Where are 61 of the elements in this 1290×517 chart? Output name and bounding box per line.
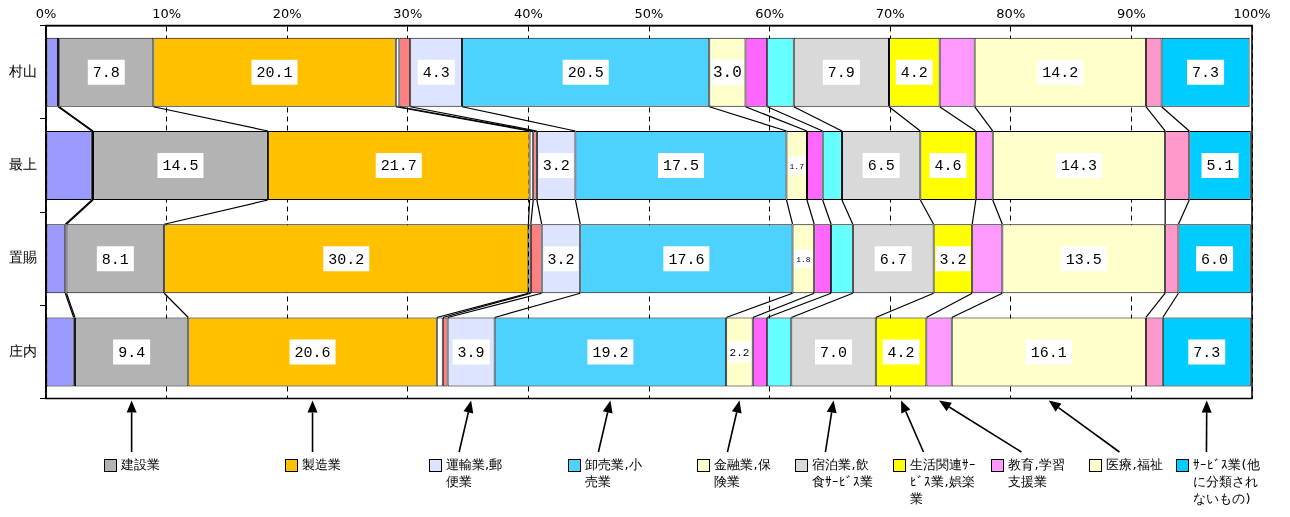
data-label: 20.1 [256,65,293,83]
data-label: 3.0 [712,64,742,83]
legend-label: 製造業 [301,456,341,473]
data-label: 6.5 [867,158,895,176]
x-tick-label: 0% [35,6,57,22]
data-label: 7.3 [1192,65,1220,83]
x-tick-label: 70% [875,6,905,22]
data-label: 17.5 [662,158,699,176]
data-label: 20.5 [567,65,604,83]
data-label: 4.6 [934,158,962,176]
legend-label: 金融業,保険業 [714,456,772,490]
x-tick-label: 90% [1116,6,1146,22]
data-label: 17.6 [668,251,705,269]
data-label: 7.8 [92,65,120,83]
data-label: 4.3 [422,65,450,83]
data-label: 14.5 [162,158,199,176]
y-tick-label: 置賜 [9,249,37,266]
x-tick-label: 80% [996,6,1026,22]
data-label: 1.8 [796,254,811,264]
data-label: 7.3 [1193,344,1221,362]
data-label: 3.2 [542,158,570,176]
data-label: 14.2 [1042,65,1079,83]
legend-label: 生活関連ｻｰﾋﾞｽ業,娯楽業 [910,456,978,507]
x-tick-label: 50% [634,6,664,22]
data-label: 6.0 [1201,251,1229,269]
data-label: 5.1 [1206,158,1234,176]
legend-label: 教育,学習支援業 [1008,456,1066,490]
legend-label: 運輸業,郵便業 [446,456,504,490]
data-label: 3.9 [457,344,485,362]
y-tick-label: 庄内 [9,342,37,359]
data-label: 7.0 [820,344,848,362]
legend-label: ｻｰﾋﾞｽ業(他に分類されないもの) [1193,456,1261,507]
x-tick-label: 60% [755,6,785,22]
y-tick-label: 最上 [9,156,37,173]
data-label: 13.5 [1065,251,1102,269]
data-label: 1.7 [789,161,805,171]
data-label: 21.7 [380,158,417,176]
data-label: 7.9 [827,65,855,83]
data-label: 4.2 [900,65,928,83]
legend-label: 医療,福祉 [1106,456,1163,473]
y-tick-label: 村山 [8,62,37,79]
data-label: 9.4 [118,344,146,362]
data-label: 6.7 [879,251,907,269]
data-label: 20.6 [294,344,331,362]
x-tick-label: 20% [272,6,302,22]
data-label: 3.2 [939,251,967,269]
x-tick-label: 10% [152,6,182,22]
data-label: 16.1 [1030,344,1067,362]
legend-label: 建設業 [120,456,160,473]
legend-label: 宿泊業,飲食ｻｰﾋﾞｽ業 [812,456,875,490]
data-label: 14.3 [1060,158,1097,176]
x-tick-label: 40% [513,6,543,22]
data-label: 19.2 [592,344,629,362]
data-label: 8.1 [101,251,129,269]
x-tick-label: 30% [393,6,423,22]
legend-label: 卸売業,小売業 [585,456,643,490]
data-label: 4.2 [887,344,915,362]
data-label: 3.2 [547,251,575,269]
data-label: 30.2 [328,251,365,269]
x-tick-label: 100% [1233,6,1271,22]
data-label: 2.2 [729,346,750,359]
